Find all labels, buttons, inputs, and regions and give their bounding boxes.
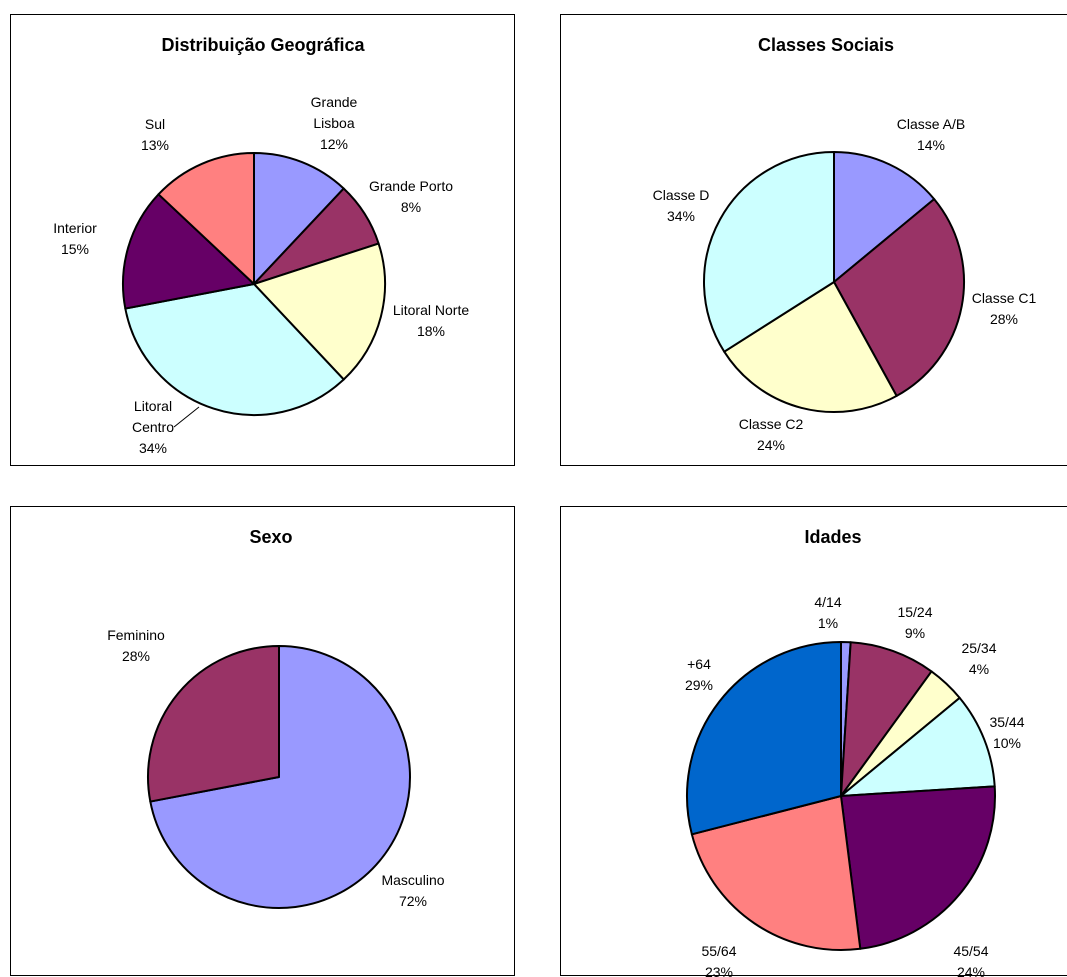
slice-label-masculino: Masculino 72% — [381, 872, 444, 909]
slice-label-litoral-centro: Litoral Centro 34% — [132, 398, 174, 456]
chart-panel-distribuicao-geografica: Distribuição Geográfica Grande Lisboa 12% G… — [10, 14, 515, 466]
slice-label-55-64: 55/64 23% — [701, 943, 736, 977]
pie-slice-masculino — [149, 645, 411, 909]
chart-title: Classes Sociais — [758, 35, 894, 55]
slice-label-15-24: 15/24 9% — [897, 604, 932, 641]
pie-chart-svg: Classes Sociais Classe A/B 14% Classe C1 28… — [653, 35, 1037, 453]
slice-label-4-14: 4/14 1% — [814, 594, 841, 631]
pie-slice-15-24 — [840, 641, 933, 797]
pie-slice-55-64 — [690, 795, 862, 952]
slice-label-grande-lisboa: Grande Lisboa 12% — [311, 94, 358, 152]
pie-slice-sul — [157, 152, 255, 285]
slice-label-classe-a-b: Classe A/B 14% — [897, 116, 965, 153]
pie-chart-svg: Sexo Masculino 72% Feminino 28% — [107, 527, 445, 909]
pie-chart-svg: Idades 4/14 1% 15/24 9% 25/34 4% 35/44 10% 45/54… — [685, 527, 1025, 977]
slice-label-64: +64 29% — [685, 656, 713, 693]
chart-title: Idades — [804, 527, 861, 547]
pie-chart-svg: Distribuição Geográfica Grande Lisboa 12% G… — [53, 35, 469, 456]
chart-title: Distribuição Geográfica — [161, 35, 365, 55]
pie-slice-grande-lisboa — [253, 152, 345, 285]
pie-slice-litoral-centro — [124, 283, 345, 416]
slice-label-45-54: 45/54 24% — [953, 943, 988, 977]
pie-slice-64 — [686, 641, 842, 836]
slice-label-sul: Sul 13% — [141, 116, 169, 153]
pie-slice-feminino — [147, 645, 280, 803]
pie-slice-classe-c2 — [723, 281, 898, 413]
chart-panel-classes-sociais: Classes Sociais Classe A/B 14% Classe C1 28… — [560, 14, 1067, 466]
chart-panel-sexo: Sexo Masculino 72% Feminino 28% — [10, 506, 515, 976]
chart-title: Sexo — [249, 527, 292, 547]
slice-label-25-34: 25/34 4% — [961, 640, 996, 677]
slice-label-feminino: Feminino 28% — [107, 627, 165, 664]
label-leader-line — [173, 406, 200, 428]
slice-label-classe-c2: Classe C2 24% — [739, 416, 804, 453]
slice-label-litoral-norte: Litoral Norte 18% — [393, 302, 469, 339]
pie-slice-35-44 — [840, 696, 996, 797]
slice-label-interior: Interior 15% — [53, 220, 97, 257]
pie-slice-classe-c1 — [833, 198, 965, 397]
slice-label-grande-porto: Grande Porto 8% — [369, 178, 453, 215]
slice-label-35-44: 35/44 10% — [989, 714, 1024, 751]
slice-label-classe-d: Classe D 34% — [653, 187, 710, 224]
pie-slice-classe-a-b — [833, 151, 936, 283]
pie-slice-litoral-norte — [253, 242, 386, 381]
chart-panel-idades: Idades 4/14 1% 15/24 9% 25/34 4% 35/44 10% 45/54… — [560, 506, 1067, 977]
pie-slice-interior — [122, 193, 255, 310]
pie-slice-45-54 — [840, 785, 997, 950]
pie-slice-classe-d — [703, 151, 835, 353]
slice-label-classe-c1: Classe C1 28% — [972, 290, 1037, 327]
